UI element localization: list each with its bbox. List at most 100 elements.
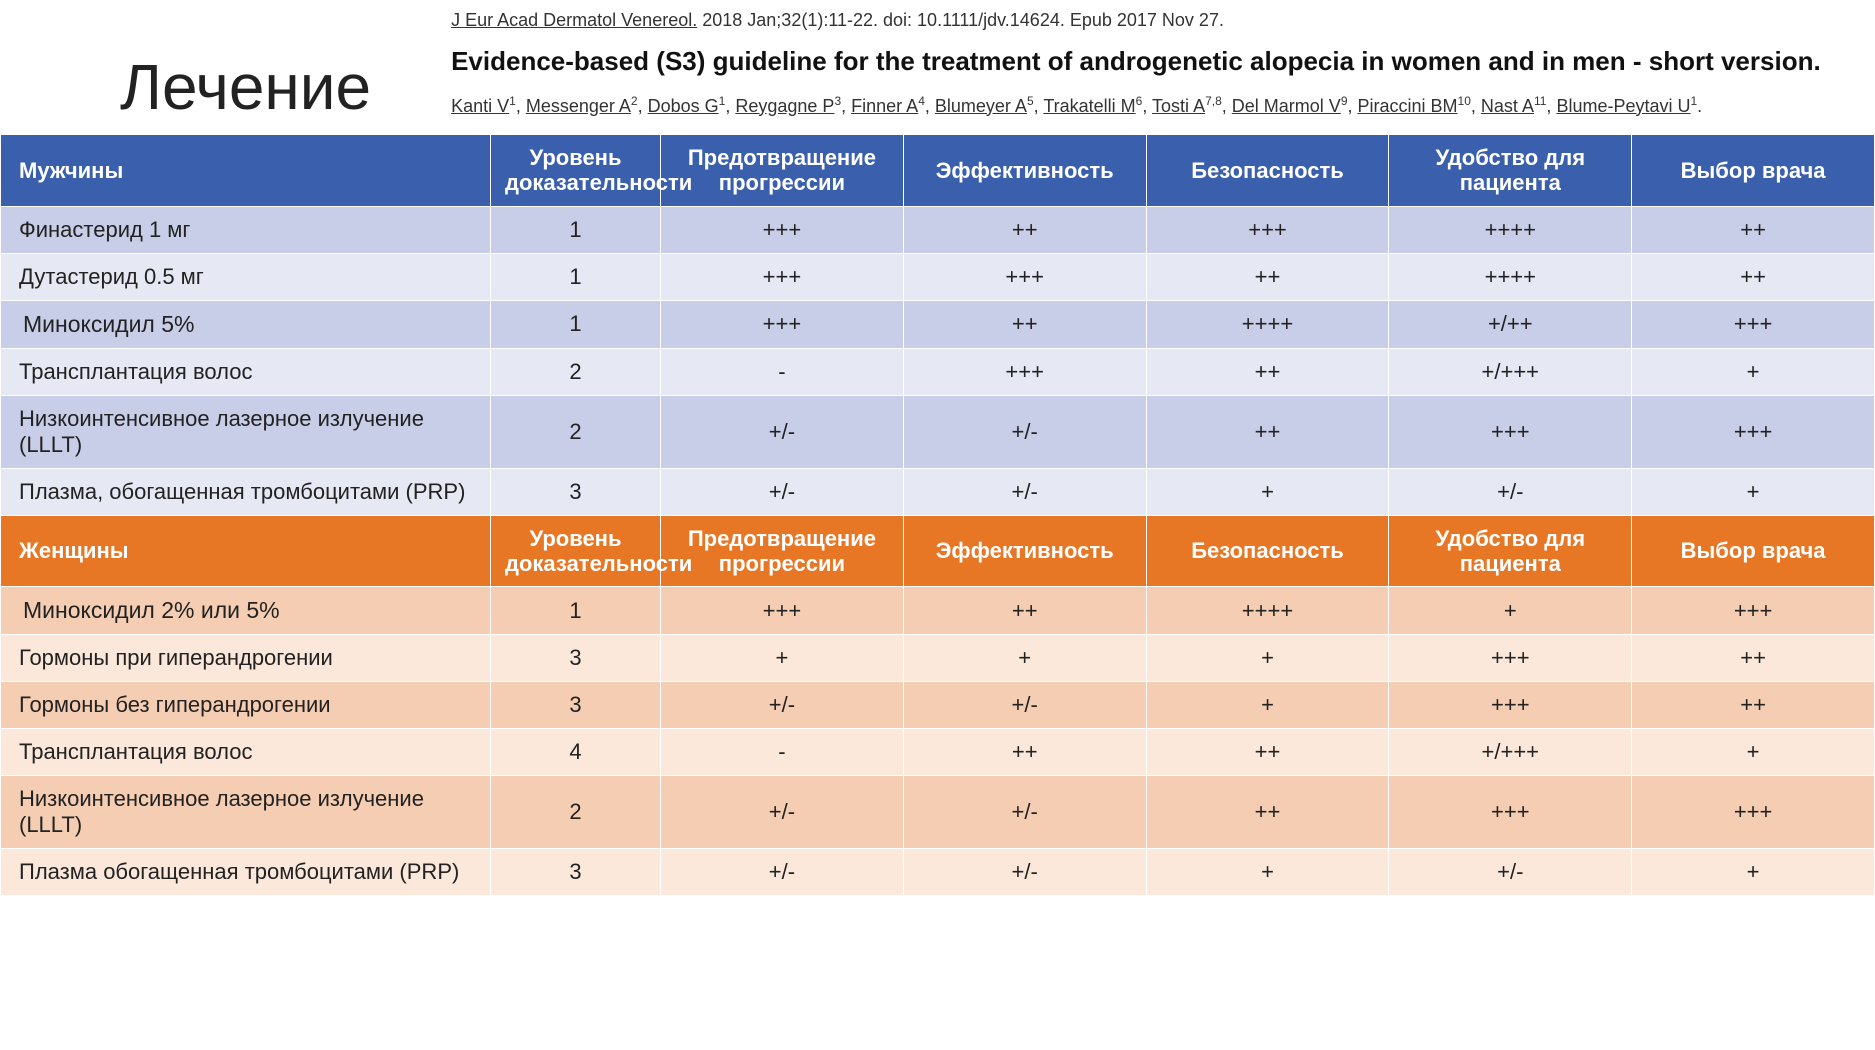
cell-prevention: +++ [661, 206, 904, 253]
author: Reygagne P [735, 96, 834, 116]
cell-efficacy: + [903, 635, 1146, 682]
cell-evidence: 1 [491, 300, 661, 348]
author: Finner A [851, 96, 918, 116]
cell-evidence: 2 [491, 776, 661, 849]
cell-choice: + [1632, 468, 1875, 515]
cell-safety: + [1146, 635, 1389, 682]
cell-choice: ++ [1632, 253, 1875, 300]
cell-choice: +++ [1632, 587, 1875, 635]
cell-efficacy: ++ [903, 206, 1146, 253]
cell-convenience: +/+++ [1389, 729, 1632, 776]
cell-convenience: ++++ [1389, 206, 1632, 253]
cell-efficacy: +/- [903, 776, 1146, 849]
cell-choice: +++ [1632, 300, 1875, 348]
cell-convenience: +++ [1389, 395, 1632, 468]
cell-choice: +++ [1632, 395, 1875, 468]
col-header-treatment-female: Женщины [1, 515, 491, 587]
cell-treatment: Гормоны при гиперандрогении [1, 635, 491, 682]
cell-efficacy: +/- [903, 468, 1146, 515]
cell-treatment: Миноксидил 2% или 5% [1, 587, 491, 635]
author-sup: 5 [1027, 92, 1034, 110]
cell-prevention: + [661, 635, 904, 682]
cell-safety: ++ [1146, 776, 1389, 849]
cell-efficacy: ++ [903, 729, 1146, 776]
cell-choice: + [1632, 849, 1875, 896]
cell-safety: ++ [1146, 253, 1389, 300]
author-sup: 1 [719, 92, 726, 110]
author-sup: 4 [918, 92, 925, 110]
col-header-safety: Безопасность [1146, 135, 1389, 207]
table-row: Трансплантация волос2-++++++/++++ [1, 348, 1875, 395]
cell-evidence: 3 [491, 682, 661, 729]
female-rows: Миноксидил 2% или 5%1+++++++++++++Гормон… [1, 587, 1875, 896]
cell-convenience: +++ [1389, 776, 1632, 849]
author: Blumeyer A [935, 96, 1027, 116]
cell-treatment: Трансплантация волос [1, 729, 491, 776]
author-sup: 11 [1534, 92, 1546, 110]
cell-safety: + [1146, 682, 1389, 729]
col-header-treatment-male: Мужчины [1, 135, 491, 207]
female-header-row: Женщины Уровень доказательности Предотвр… [1, 515, 1875, 587]
cell-efficacy: +/- [903, 682, 1146, 729]
cell-prevention: - [661, 348, 904, 395]
journal-line: J Eur Acad Dermatol Venereol. 2018 Jan;3… [451, 10, 1855, 31]
cell-treatment: Плазма обогащенная тромбоцитами (PRP) [1, 849, 491, 896]
author: Dobos G [648, 96, 719, 116]
col-header-efficacy-f: Эффективность [903, 515, 1146, 587]
table-row: Гормоны без гиперандрогении3+/-+/-++++++ [1, 682, 1875, 729]
table-row: Финастерид 1 мг1++++++++++++++ [1, 206, 1875, 253]
cell-safety: + [1146, 468, 1389, 515]
cell-choice: + [1632, 729, 1875, 776]
cell-efficacy: +/- [903, 395, 1146, 468]
author: Del Marmol V [1232, 96, 1341, 116]
journal-name: J Eur Acad Dermatol Venereol. [451, 10, 697, 30]
table-row: Плазма обогащенная тромбоцитами (PRP)3 +/… [1, 849, 1875, 896]
table-row: Низкоинтенсивное лазерное излучение (LLL… [1, 776, 1875, 849]
cell-treatment: Трансплантация волос [1, 348, 491, 395]
cell-evidence: 2 [491, 395, 661, 468]
col-header-convenience: Удобство для пациента [1389, 135, 1632, 207]
author-sup: 10 [1458, 92, 1471, 110]
cell-efficacy: +/- [903, 849, 1146, 896]
author: Nast A [1481, 96, 1534, 116]
cell-evidence: 3 [491, 849, 661, 896]
cell-convenience: +/- [1389, 468, 1632, 515]
cell-prevention: +/- [661, 682, 904, 729]
author-sup: 7,8 [1205, 92, 1222, 110]
author: Tosti A [1152, 96, 1205, 116]
cell-evidence: 3 [491, 635, 661, 682]
cell-efficacy: +++ [903, 348, 1146, 395]
cell-choice: +++ [1632, 776, 1875, 849]
cell-choice: ++ [1632, 682, 1875, 729]
cell-convenience: + [1389, 587, 1632, 635]
col-header-efficacy: Эффективность [903, 135, 1146, 207]
col-header-safety-f: Безопасность [1146, 515, 1389, 587]
col-header-evidence: Уровень доказательности [491, 135, 661, 207]
cell-treatment: Дутастерид 0.5 мг [1, 253, 491, 300]
table-row: Трансплантация волос4-+++++/++++ [1, 729, 1875, 776]
col-header-choice-f: Выбор врача [1632, 515, 1875, 587]
cell-convenience: ++++ [1389, 253, 1632, 300]
cell-safety: ++++ [1146, 587, 1389, 635]
cell-prevention: +++ [661, 300, 904, 348]
male-rows: Финастерид 1 мг1++++++++++++++Дутастерид… [1, 206, 1875, 515]
cell-efficacy: ++ [903, 587, 1146, 635]
male-header-row: Мужчины Уровень доказательности Предотвр… [1, 135, 1875, 207]
cell-evidence: 3 [491, 468, 661, 515]
cell-safety: ++++ [1146, 300, 1389, 348]
authors-list: Kanti V1, Messenger A2, Dobos G1, Reygag… [451, 92, 1855, 120]
cell-evidence: 2 [491, 348, 661, 395]
col-header-prevention-f: Предотвращение прогрессии [661, 515, 904, 587]
author-sup: 1 [1690, 92, 1697, 110]
citation-block: J Eur Acad Dermatol Venereol. 2018 Jan;3… [451, 10, 1855, 120]
cell-prevention: +/- [661, 468, 904, 515]
author: Kanti V [451, 96, 509, 116]
author-sup: 6 [1136, 92, 1143, 110]
cell-prevention: +++ [661, 587, 904, 635]
col-header-prevention: Предотвращение прогрессии [661, 135, 904, 207]
table-row: Дутастерид 0.5 мг1++++++++++++++ [1, 253, 1875, 300]
cell-convenience: +++ [1389, 635, 1632, 682]
cell-prevention: - [661, 729, 904, 776]
cell-treatment: Низкоинтенсивное лазерное излучение (LLL… [1, 395, 491, 468]
cell-treatment: Миноксидил 5% [1, 300, 491, 348]
